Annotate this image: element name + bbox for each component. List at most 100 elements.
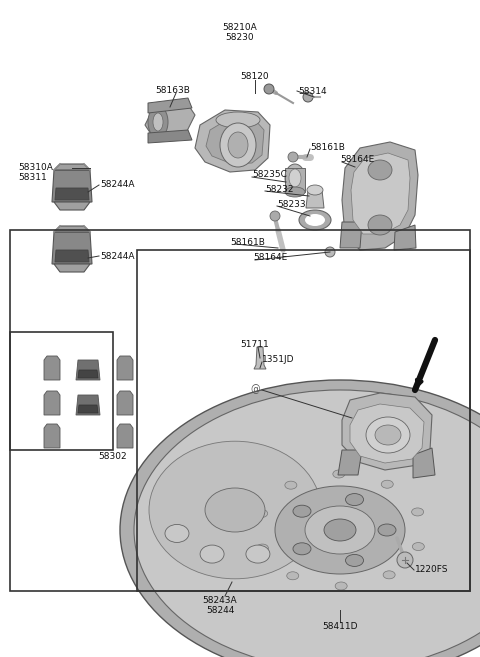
Polygon shape	[148, 98, 192, 113]
Ellipse shape	[134, 390, 480, 657]
Ellipse shape	[346, 555, 363, 566]
Text: 58235C: 58235C	[252, 170, 287, 179]
Ellipse shape	[299, 210, 331, 230]
Ellipse shape	[220, 123, 256, 167]
Polygon shape	[55, 250, 89, 262]
Ellipse shape	[246, 545, 270, 563]
Ellipse shape	[205, 488, 265, 532]
Ellipse shape	[293, 543, 311, 555]
Text: 58243A: 58243A	[203, 596, 237, 605]
Polygon shape	[117, 424, 133, 448]
Polygon shape	[413, 448, 435, 478]
Ellipse shape	[285, 481, 297, 489]
Ellipse shape	[368, 160, 392, 180]
Ellipse shape	[366, 417, 410, 453]
Text: 58310A: 58310A	[18, 163, 53, 172]
Ellipse shape	[324, 519, 356, 541]
Ellipse shape	[375, 425, 401, 445]
Ellipse shape	[264, 84, 274, 94]
Text: 1220FS: 1220FS	[415, 565, 448, 574]
Polygon shape	[44, 424, 60, 448]
Text: 58244A: 58244A	[100, 252, 134, 261]
Polygon shape	[285, 168, 305, 192]
Polygon shape	[195, 110, 270, 172]
Ellipse shape	[397, 552, 413, 568]
Text: 51711: 51711	[240, 340, 269, 349]
Text: 1351JD: 1351JD	[262, 355, 295, 364]
Polygon shape	[306, 190, 324, 208]
Ellipse shape	[381, 480, 393, 488]
Text: 58244A: 58244A	[100, 180, 134, 189]
Polygon shape	[342, 393, 432, 470]
Polygon shape	[55, 188, 89, 200]
Polygon shape	[254, 347, 266, 369]
Polygon shape	[44, 391, 60, 415]
Ellipse shape	[325, 247, 335, 257]
Polygon shape	[205, 550, 265, 582]
Ellipse shape	[288, 152, 298, 162]
Polygon shape	[351, 153, 410, 234]
Polygon shape	[54, 164, 90, 170]
Text: 58164E: 58164E	[340, 155, 374, 164]
Ellipse shape	[346, 493, 363, 506]
Ellipse shape	[412, 508, 424, 516]
Ellipse shape	[200, 545, 224, 563]
Polygon shape	[78, 370, 98, 378]
Polygon shape	[342, 142, 418, 250]
Ellipse shape	[303, 92, 313, 102]
Polygon shape	[76, 395, 100, 415]
Text: 58164E: 58164E	[253, 253, 287, 262]
Polygon shape	[394, 225, 416, 250]
Ellipse shape	[149, 442, 321, 579]
Polygon shape	[76, 360, 100, 380]
Ellipse shape	[289, 169, 301, 187]
Ellipse shape	[368, 215, 392, 235]
Ellipse shape	[293, 505, 311, 517]
Text: 58232: 58232	[265, 185, 293, 194]
Ellipse shape	[383, 571, 395, 579]
Ellipse shape	[305, 214, 325, 226]
Ellipse shape	[120, 380, 480, 657]
Ellipse shape	[148, 106, 168, 138]
Ellipse shape	[378, 524, 396, 536]
Ellipse shape	[270, 211, 280, 221]
Ellipse shape	[216, 112, 260, 128]
Ellipse shape	[165, 524, 189, 543]
Text: 58311: 58311	[18, 173, 47, 182]
Ellipse shape	[335, 582, 347, 590]
Ellipse shape	[412, 543, 424, 551]
Text: 58210A: 58210A	[223, 23, 257, 32]
Polygon shape	[350, 404, 424, 463]
Text: 58233: 58233	[277, 200, 306, 209]
Polygon shape	[54, 264, 90, 272]
Text: @: @	[250, 384, 260, 394]
Polygon shape	[340, 222, 362, 248]
Text: 58230: 58230	[226, 33, 254, 42]
Ellipse shape	[350, 162, 360, 172]
Polygon shape	[52, 170, 92, 202]
Text: 58302: 58302	[99, 452, 127, 461]
Polygon shape	[117, 391, 133, 415]
Text: 58161B: 58161B	[310, 143, 345, 152]
Text: 58314: 58314	[298, 87, 326, 96]
Polygon shape	[54, 202, 90, 210]
Polygon shape	[206, 118, 264, 164]
Ellipse shape	[285, 164, 305, 192]
Ellipse shape	[287, 572, 299, 579]
Ellipse shape	[256, 544, 268, 552]
Text: 58163B: 58163B	[155, 86, 190, 95]
Ellipse shape	[333, 470, 345, 478]
Ellipse shape	[256, 509, 268, 518]
Ellipse shape	[153, 113, 163, 131]
Polygon shape	[145, 100, 195, 140]
Polygon shape	[338, 450, 362, 475]
Polygon shape	[78, 405, 98, 413]
Text: 58411D: 58411D	[322, 622, 358, 631]
Polygon shape	[52, 232, 92, 264]
Polygon shape	[148, 130, 192, 143]
Polygon shape	[117, 356, 133, 380]
Text: 58244: 58244	[206, 606, 234, 615]
Polygon shape	[54, 226, 90, 232]
Ellipse shape	[307, 185, 323, 195]
Polygon shape	[140, 436, 317, 583]
